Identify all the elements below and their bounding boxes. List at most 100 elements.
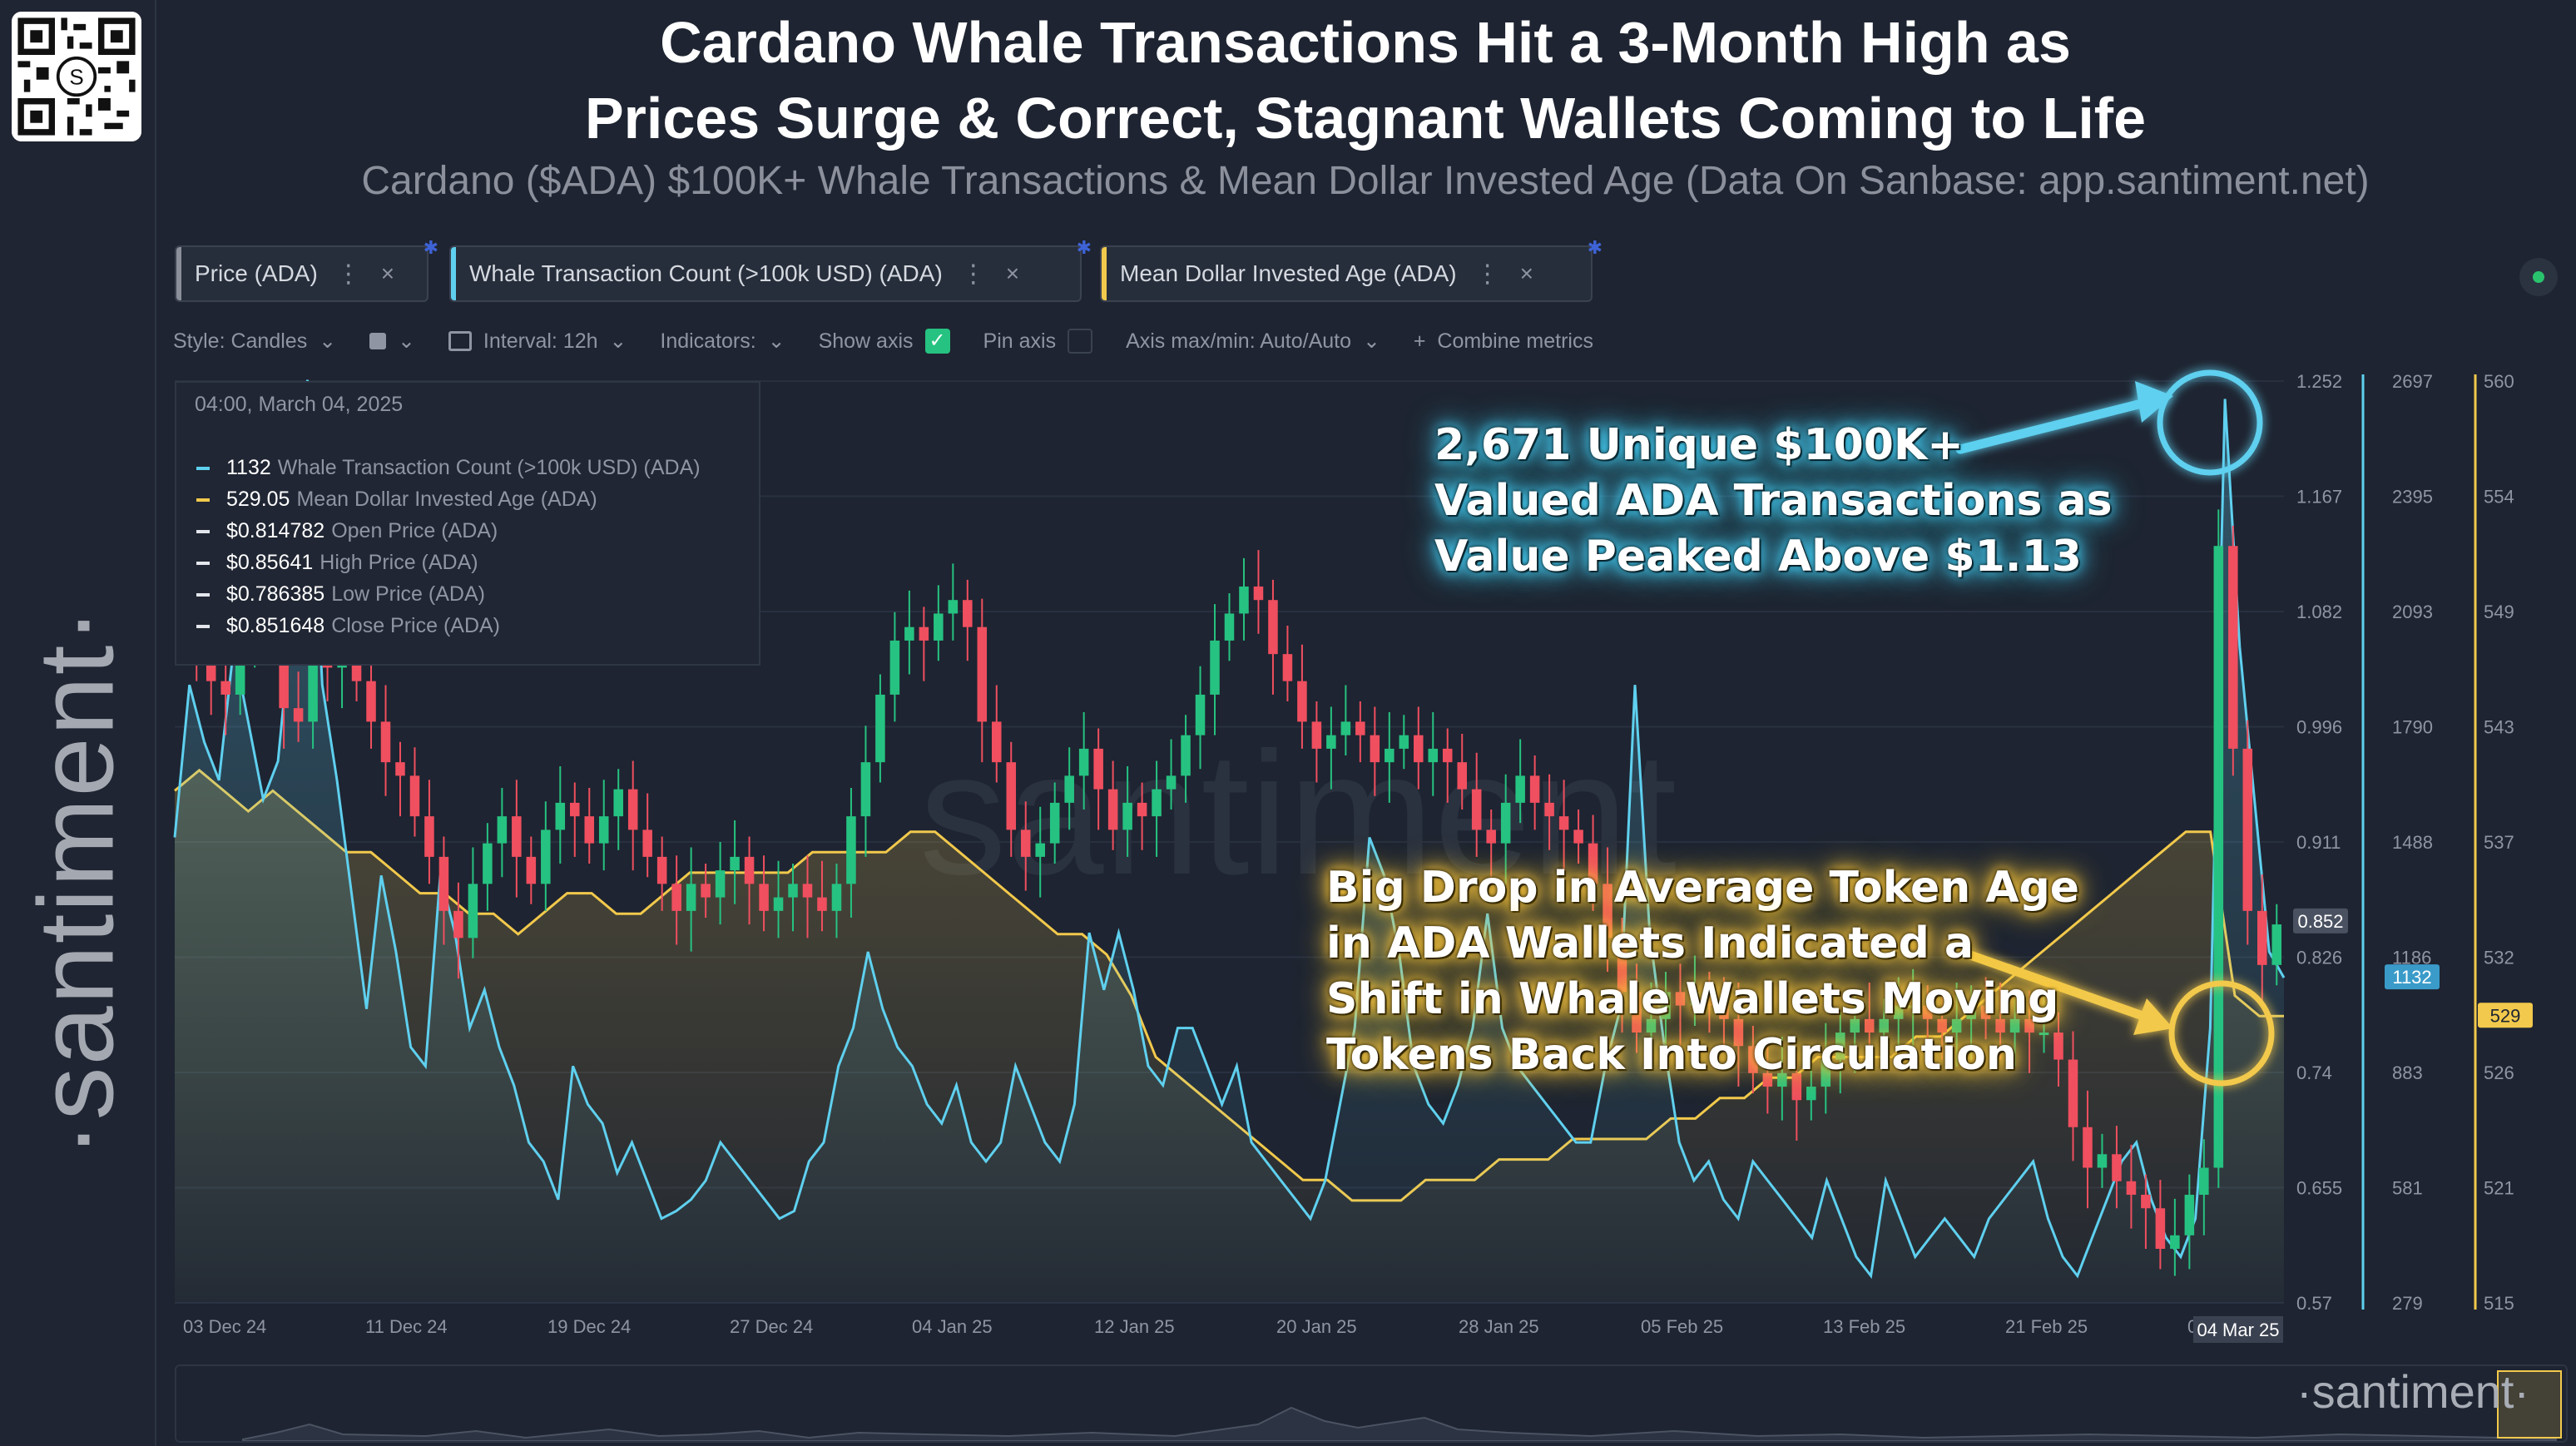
age-tick-label: 543 bbox=[2484, 717, 2514, 738]
price-current-badge-bg bbox=[2293, 908, 2348, 933]
checkbox-empty-icon[interactable] bbox=[1068, 329, 1093, 354]
x-tick-label: 13 Feb 25 bbox=[1823, 1316, 1905, 1337]
chevron-down-icon: ⌄ bbox=[319, 329, 337, 353]
combine-metrics-button[interactable]: + Combine metrics bbox=[1413, 329, 1593, 353]
price-candle bbox=[2228, 546, 2238, 749]
price-candle bbox=[642, 829, 652, 857]
price-candle bbox=[1632, 992, 1642, 1033]
x-hover-label: 04 Mar 25 bbox=[2197, 1320, 2279, 1340]
price-candle bbox=[555, 802, 566, 830]
price-tick-label: 0.826 bbox=[2296, 948, 2342, 968]
checkbox-checked-icon[interactable]: ✓ bbox=[924, 329, 950, 354]
navigator-minimap[interactable] bbox=[175, 1364, 2568, 1443]
price-candle bbox=[1340, 721, 1351, 735]
price-candle bbox=[1239, 586, 1249, 614]
x-hover-badge-bg bbox=[2193, 1316, 2283, 1343]
price-candle bbox=[1835, 1033, 1845, 1060]
price-candle bbox=[744, 856, 755, 884]
age-drop-highlight-circle bbox=[2168, 980, 2275, 1087]
price-candle bbox=[1078, 748, 1089, 776]
price-candle bbox=[2068, 1059, 2078, 1127]
price-candle bbox=[1544, 802, 1554, 817]
price-candle bbox=[1020, 829, 1031, 857]
tab-price[interactable]: Price (ADA) ⋮ × ✱ bbox=[175, 237, 438, 302]
calendar-icon bbox=[448, 331, 472, 351]
price-candle bbox=[1733, 1018, 1744, 1047]
x-tick-label: 27 Dec 24 bbox=[730, 1316, 813, 1337]
price-candle bbox=[2271, 924, 2282, 965]
status-indicator-icon[interactable] bbox=[2519, 258, 2558, 296]
price-candle bbox=[1515, 775, 1525, 803]
age-tick-label: 554 bbox=[2484, 487, 2514, 508]
price-candle bbox=[1748, 1046, 1758, 1073]
tooltip-row: 529.05 Mean Dollar Invested Age (ADA) bbox=[196, 488, 597, 512]
price-tick-label: 1.082 bbox=[2296, 602, 2342, 622]
price-candle bbox=[2242, 748, 2253, 911]
price-candle bbox=[1850, 1018, 1860, 1033]
age-tick-label: 526 bbox=[2484, 1062, 2514, 1083]
navigator-logo: ·santiment· bbox=[2296, 1365, 2530, 1418]
navigator-window[interactable] bbox=[2497, 1370, 2562, 1439]
indicators-select[interactable]: Indicators: ⌄ bbox=[660, 329, 785, 354]
price-candle bbox=[1588, 843, 1598, 884]
price-candle bbox=[889, 640, 900, 695]
price-tick-label: 0.911 bbox=[2296, 832, 2341, 853]
svg-text:S: S bbox=[69, 65, 83, 90]
show-axis-toggle[interactable]: Show axis ✓ bbox=[819, 329, 950, 354]
pin-axis-toggle[interactable]: Pin axis bbox=[983, 329, 1093, 354]
price-candle bbox=[2053, 1033, 2063, 1060]
more-options-icon[interactable]: ⋮ bbox=[1474, 260, 1500, 288]
price-candle bbox=[963, 600, 973, 627]
x-tick-label: 19 Dec 24 bbox=[547, 1316, 631, 1337]
whale-tick-label: 279 bbox=[2392, 1293, 2423, 1314]
price-candle bbox=[1006, 762, 1017, 830]
close-icon[interactable]: × bbox=[1005, 260, 1020, 286]
price-candle bbox=[1399, 735, 1409, 749]
more-options-icon[interactable]: ⋮ bbox=[335, 260, 361, 288]
price-candle bbox=[526, 856, 537, 884]
price-current-badge: 0.852 bbox=[2297, 911, 2343, 932]
price-candle bbox=[656, 856, 667, 884]
whale-count-area bbox=[175, 379, 2284, 1304]
price-candle bbox=[2126, 1181, 2137, 1196]
whale-tick-label: 883 bbox=[2392, 1062, 2423, 1083]
price-candle bbox=[1107, 789, 1118, 830]
header: Cardano Whale Transactions Hit a 3-Month… bbox=[155, 0, 2576, 225]
price-candle bbox=[1777, 1072, 1787, 1087]
price-candle bbox=[1529, 775, 1540, 803]
price-candle bbox=[1224, 613, 1235, 641]
price-candle bbox=[1297, 681, 1307, 722]
axis-minmax-select[interactable]: Axis max/min: Auto/Auto ⌄ bbox=[1126, 329, 1380, 354]
age-current-badge: 529 bbox=[2490, 1005, 2521, 1026]
price-candle bbox=[1951, 1018, 1962, 1033]
price-candle bbox=[1428, 748, 1439, 763]
tooltip-row: $0.786385 Low Price (ADA) bbox=[196, 582, 485, 607]
tab-label: Whale Transaction Count (>100k USD) (ADA… bbox=[469, 260, 943, 286]
age-arrow-head bbox=[2133, 998, 2173, 1035]
badge-icon: ✱ bbox=[1587, 237, 1603, 258]
price-candle bbox=[366, 681, 376, 722]
more-options-icon[interactable]: ⋮ bbox=[960, 260, 986, 288]
price-candle bbox=[701, 884, 711, 898]
color-swatch-icon bbox=[369, 333, 387, 349]
style-select[interactable]: Style: Candles ⌄ bbox=[173, 329, 337, 354]
whale-current-badge-bg bbox=[2385, 964, 2440, 990]
age-tick-label: 560 bbox=[2484, 371, 2514, 392]
price-tick-label: 0.655 bbox=[2296, 1178, 2342, 1199]
price-candle bbox=[2184, 1195, 2195, 1236]
color-select[interactable]: ⌄ bbox=[369, 329, 415, 354]
price-candle bbox=[468, 884, 478, 938]
tab-whale-transactions[interactable]: Whale Transaction Count (>100k USD) (ADA… bbox=[449, 237, 1092, 302]
price-candle bbox=[1791, 1072, 1802, 1101]
close-icon[interactable]: × bbox=[380, 260, 395, 286]
tab-mean-dollar-age[interactable]: Mean Dollar Invested Age (ADA) ⋮ × ✱ bbox=[1100, 237, 1603, 302]
annotation-overlay bbox=[1955, 369, 2275, 1087]
price-candle bbox=[2257, 910, 2267, 965]
price-candle bbox=[1864, 1018, 1875, 1033]
price-candle bbox=[1675, 992, 1686, 1006]
price-candle bbox=[235, 640, 245, 695]
price-candle bbox=[1122, 802, 1132, 830]
interval-select[interactable]: Interval: 12h ⌄ bbox=[448, 329, 627, 354]
close-icon[interactable]: × bbox=[1519, 260, 1533, 286]
